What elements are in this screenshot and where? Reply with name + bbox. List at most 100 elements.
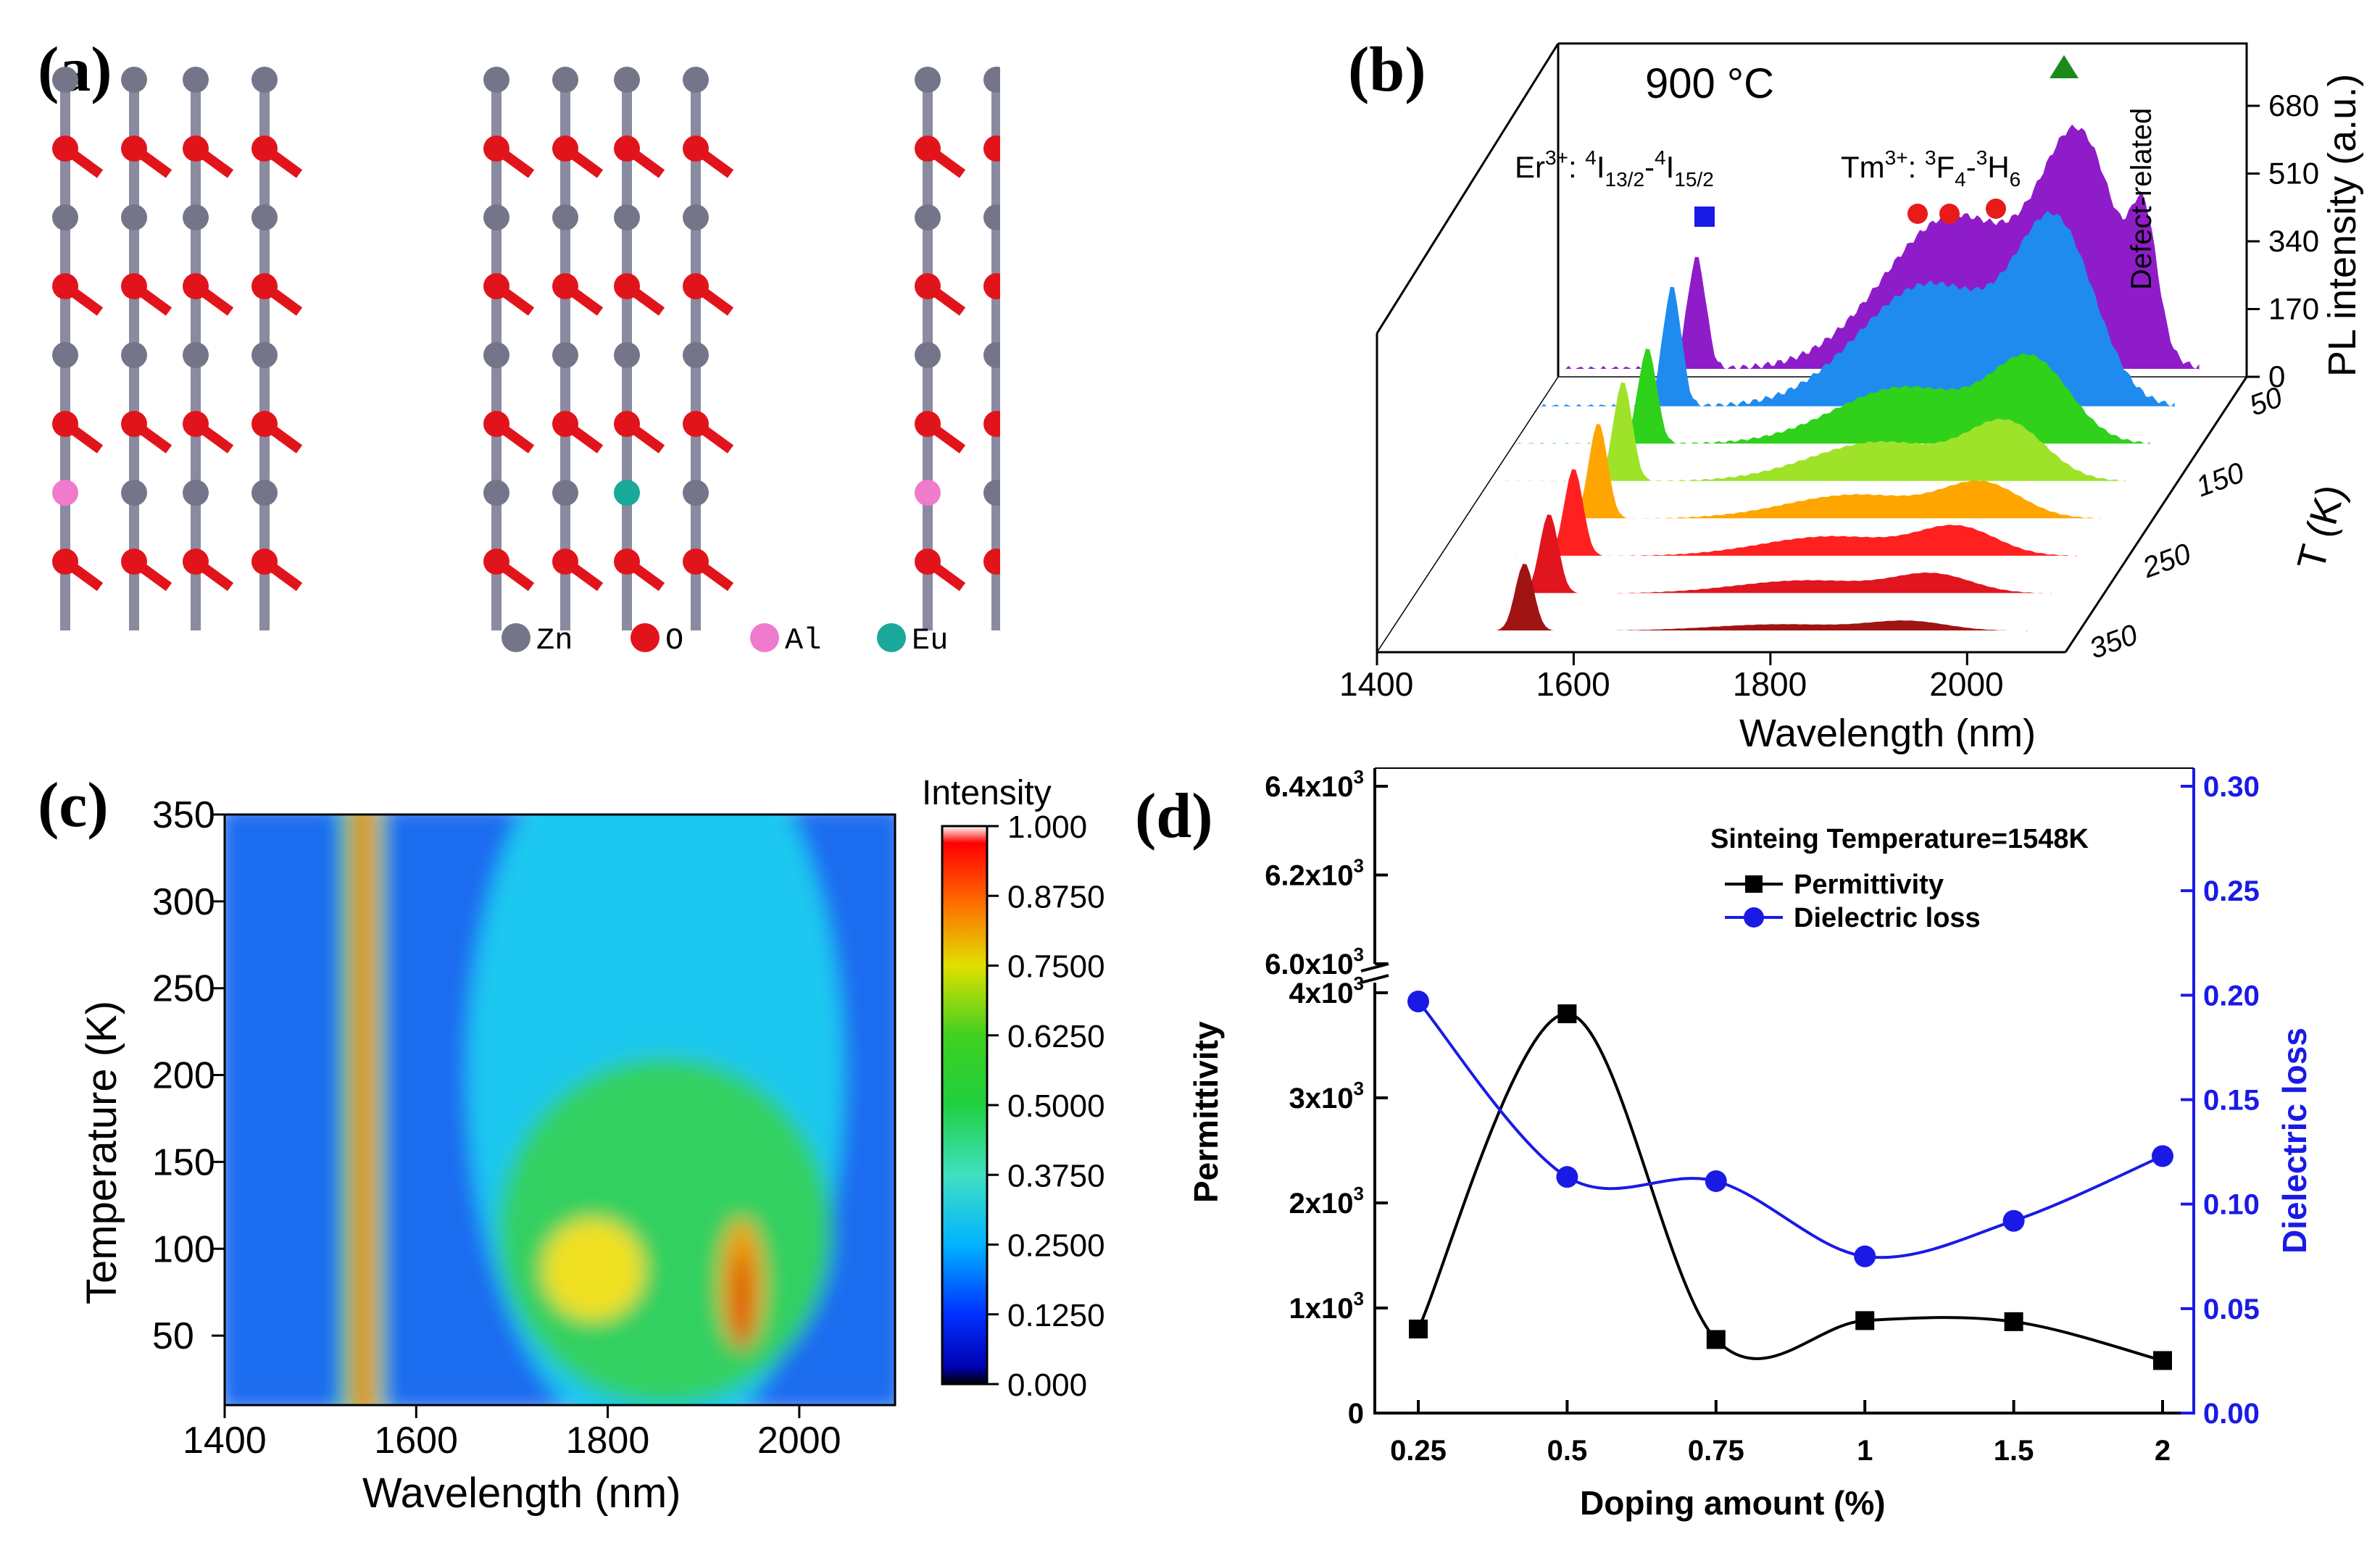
o-atom (614, 549, 640, 575)
intensity-regions (225, 815, 895, 1405)
colorbar-tick-label: 1.000 (1007, 809, 1087, 845)
zn-atom (614, 342, 640, 368)
zn-atom (683, 67, 709, 93)
colorbar-ticks: 1.000 0.8750 0.7500 0.6250 0.5000 0.3750 0.250… (987, 809, 1105, 1403)
o-atom (683, 549, 709, 575)
c-x-axis-label: Wavelength (nm) (362, 1470, 681, 1517)
o-atom (183, 549, 209, 575)
o-atom (915, 549, 941, 575)
o-atom (683, 273, 709, 299)
permittivity-dielectric-chart: (d) 01x1032x1033x1034x1036.0x1036.2x1036… (1135, 766, 2313, 1522)
o-atom (552, 411, 578, 437)
colorbar-tick-label: 0.1250 (1007, 1298, 1105, 1333)
y-tick-label: 200 (152, 1055, 215, 1097)
colorbar-tick-label: 0.2500 (1007, 1228, 1105, 1264)
lattice-2 (483, 67, 734, 630)
zn-atom (52, 342, 78, 368)
o-atom (983, 411, 1000, 437)
pl-spectra (1393, 124, 2200, 632)
defect-peak-triangle-marker (2050, 55, 2079, 78)
b-x-axis-label: Wavelength (nm) (1739, 712, 2036, 755)
colorbar (941, 825, 989, 1386)
zn-atom (52, 204, 78, 230)
y-tick-label: 4x103 (1289, 972, 1364, 1009)
tm-peak-marker-3 (1986, 199, 2006, 219)
zn-atom (483, 342, 509, 368)
o-atom (251, 411, 278, 437)
y-tick-base: 1x10 (1289, 1293, 1354, 1325)
plot-3d-frame (1376, 42, 2248, 654)
zn-atom (483, 480, 509, 506)
o-atom (183, 273, 209, 299)
y-tick-label: 0 (1348, 1398, 1364, 1430)
panel-a-label: (a) (38, 35, 112, 105)
x-tick-label: 1600 (1536, 665, 1610, 703)
panel-c: (c) 1400 1600 1800 2000 50 100 150 200 2 (0, 754, 1145, 1558)
colorbar-tick-label: 0.6250 (1007, 1019, 1105, 1054)
zn-atom (121, 67, 147, 93)
x-tick-label: 1400 (1339, 665, 1413, 703)
y-tick-label: 170 (2268, 292, 2319, 326)
d-series (1407, 990, 2173, 1370)
zn-atom (683, 204, 709, 230)
legend-entry-eu: Eu (877, 623, 948, 658)
y2-tick-label: 0.15 (2203, 1085, 2260, 1117)
y-tick-label: 0 (2268, 359, 2285, 393)
pl-intensity-ticks: 0 170 340 510 680 (2247, 88, 2319, 393)
o-atom (983, 136, 1000, 162)
depth-axis-line (2064, 376, 2248, 653)
al-atom (915, 480, 941, 506)
dielectric-loss-marker (1705, 1170, 1727, 1192)
legend-entry-permittivity: Permittivity (1725, 870, 1944, 900)
o-atom (52, 411, 78, 437)
z-tick-label: 250 (2138, 538, 2195, 585)
y-tick-label: 50 (152, 1315, 194, 1357)
x-tick-label: 0.25 (1390, 1435, 1447, 1467)
y-tick-label: 350 (152, 794, 215, 836)
o-atom (121, 136, 147, 162)
o-atom (915, 273, 941, 299)
permittivity-marker (1855, 1311, 1875, 1330)
y2-tick-label: 0.30 (2203, 771, 2260, 803)
y-tick-label: 250 (152, 968, 215, 1010)
o-atom (52, 549, 78, 575)
legend-label-permittivity: Permittivity (1794, 870, 1944, 900)
o-atom (483, 136, 509, 162)
zn-atom (183, 67, 209, 93)
tm-peak-marker-2 (1939, 204, 1960, 224)
er-peak-square-marker (1694, 207, 1715, 227)
permittivity-marker (2004, 1312, 2023, 1331)
zn-atom (251, 342, 278, 368)
tm-peak-marker-1 (1907, 204, 1928, 224)
y-tick-label: 6.0x103 (1265, 943, 1364, 980)
permittivity-marker (2153, 1351, 2172, 1370)
sintering-temperature-note: Sinteing Temperature=1548K (1710, 824, 2089, 854)
o-atom (683, 136, 709, 162)
zn-atom (121, 480, 147, 506)
y-tick-label: 510 (2268, 157, 2319, 191)
y-tick-exp: 3 (1354, 855, 1364, 877)
x-tick-label: 2000 (757, 1420, 841, 1462)
wavelength-ticks: 1400 1600 1800 2000 (183, 1405, 841, 1462)
o-atom (251, 273, 278, 299)
permittivity-marker (1706, 1330, 1726, 1349)
yellow-hotspot-1 (542, 1219, 644, 1321)
axis-break-mark-2 (1360, 974, 1389, 984)
zn-atom (121, 342, 147, 368)
zn-atom (683, 342, 709, 368)
zn-atom (915, 204, 941, 230)
x-tick-label: 1800 (566, 1420, 650, 1462)
z-tick-label: 150 (2192, 457, 2249, 503)
y-tick-label: 6.4x103 (1265, 766, 1364, 803)
zn-atom (183, 342, 209, 368)
y-tick-label: 680 (2268, 88, 2319, 122)
o-atom (614, 136, 640, 162)
eu-atom-swatch (877, 623, 906, 652)
green-region (498, 1057, 832, 1405)
doping-amount-ticks: 0.25 0.5 0.75 1 1.5 2 (1390, 1400, 2171, 1467)
y-tick-exp: 3 (1354, 1288, 1364, 1309)
zn-atom (983, 67, 1000, 93)
o-atom (983, 549, 1000, 575)
